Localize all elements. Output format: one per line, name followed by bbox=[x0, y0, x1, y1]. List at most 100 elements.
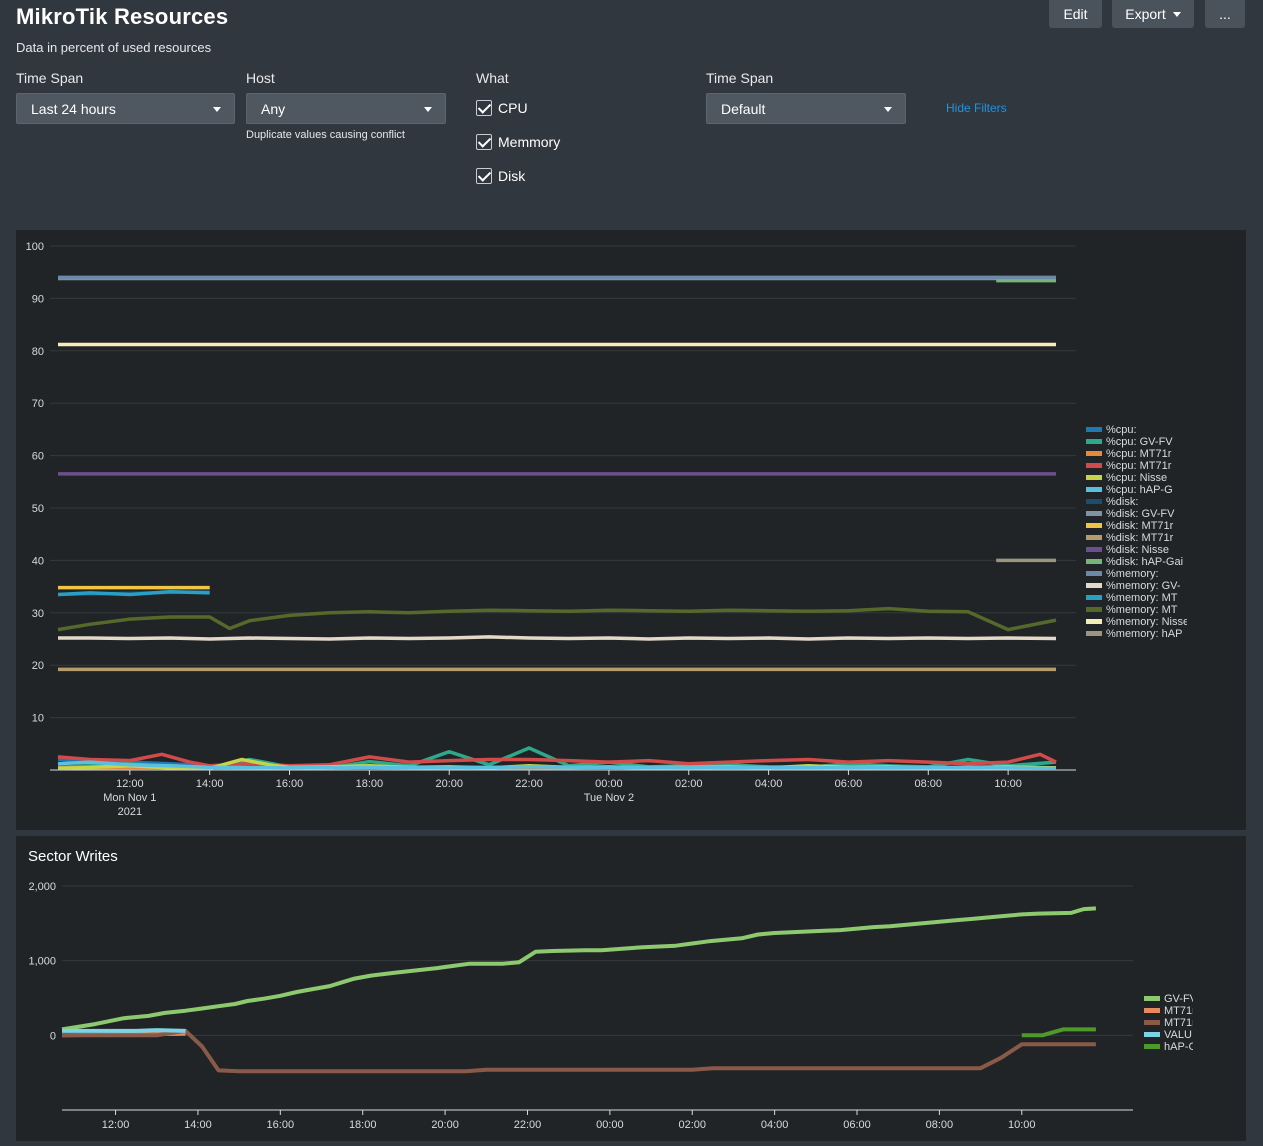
x-tick-label: 02:00 bbox=[675, 778, 703, 790]
edit-button[interactable]: Edit bbox=[1049, 0, 1102, 28]
legend-swatch bbox=[1144, 1032, 1160, 1037]
host-dropdown[interactable]: Any bbox=[246, 93, 446, 124]
caret-down-icon bbox=[884, 107, 892, 112]
legend-entry: %disk: GV-FV bbox=[1106, 508, 1175, 520]
x-tick-label: 12:00 bbox=[116, 778, 144, 790]
legend-entry: %cpu: GV-FV bbox=[1106, 436, 1173, 448]
x-tick-label: 06:00 bbox=[835, 778, 863, 790]
legend-entry: %disk: MT71r bbox=[1106, 532, 1174, 544]
legend-swatch bbox=[1144, 1008, 1160, 1013]
checkbox-checked-icon[interactable] bbox=[476, 100, 492, 116]
series-line bbox=[57, 752, 1057, 768]
x-tick-label: 04:00 bbox=[755, 778, 783, 790]
x-tick-label: 12:00 bbox=[102, 1119, 130, 1131]
export-button-label: Export bbox=[1125, 6, 1166, 22]
legend-entry: MT71r bbox=[1164, 1005, 1196, 1017]
sector-writes-panel: Sector Writes 0 1,000 2,000 12:00 14:00 16:00… bbox=[16, 836, 1246, 1141]
legend-entry: %cpu: MT71r bbox=[1106, 460, 1172, 472]
legend-swatch bbox=[1086, 595, 1102, 600]
sector-writes-title: Sector Writes bbox=[28, 848, 118, 865]
series-line bbox=[62, 1028, 186, 1033]
checkbox-memmory[interactable]: Memmory bbox=[476, 134, 560, 150]
legend-swatch bbox=[1086, 511, 1102, 516]
page-subtitle: Data in percent of used resources bbox=[16, 40, 212, 55]
x-tick-label: 10:00 bbox=[1008, 1119, 1036, 1131]
more-options-button[interactable]: ... bbox=[1205, 0, 1245, 28]
x-tick-label: 22:00 bbox=[514, 1119, 542, 1131]
legend-entry: %memory: hAP bbox=[1106, 628, 1182, 640]
legend-entry: VALU bbox=[1164, 1029, 1192, 1041]
series-line bbox=[1021, 1027, 1096, 1038]
series-line bbox=[62, 1028, 1096, 1074]
legend-swatch bbox=[1086, 607, 1102, 612]
export-button[interactable]: Export bbox=[1112, 0, 1194, 28]
legend-entry: MT71r bbox=[1164, 1017, 1196, 1029]
caret-down-icon bbox=[213, 107, 221, 112]
legend-swatch bbox=[1086, 547, 1102, 552]
x-tick-label: 08:00 bbox=[915, 778, 943, 790]
legend-swatch bbox=[1086, 499, 1102, 504]
x-tick-label: 16:00 bbox=[276, 778, 304, 790]
more-options-label: ... bbox=[1219, 6, 1231, 22]
x-tick-label: 00:00 bbox=[595, 778, 623, 790]
checkbox-checked-icon[interactable] bbox=[476, 168, 492, 184]
legend-entry: %disk: MT71r bbox=[1106, 520, 1174, 532]
legend-entry: %disk: hAP-Gai bbox=[1106, 556, 1183, 568]
x-tick-label: 06:00 bbox=[843, 1119, 871, 1131]
legend-swatch bbox=[1086, 571, 1102, 576]
caret-down-icon bbox=[424, 107, 432, 112]
x-tick-label: 16:00 bbox=[267, 1119, 295, 1131]
time-span-2-dropdown[interactable]: Default bbox=[706, 93, 906, 124]
legend-entry: GV-FV bbox=[1164, 993, 1198, 1005]
x-tick-label: 18:00 bbox=[349, 1119, 377, 1131]
legend-swatch bbox=[1144, 1020, 1160, 1025]
x-tick-label: 20:00 bbox=[431, 1119, 459, 1131]
y-tick-label: 70 bbox=[32, 398, 44, 410]
time-span-dropdown[interactable]: Last 24 hours bbox=[16, 93, 235, 124]
y-tick-label: 80 bbox=[32, 346, 44, 358]
legend-entry: hAP-G bbox=[1164, 1041, 1197, 1053]
checkbox-checked-icon[interactable] bbox=[476, 134, 492, 150]
legend-entry: %memory: MT bbox=[1106, 592, 1178, 604]
legend-swatch bbox=[1086, 427, 1102, 432]
legend-swatch bbox=[1086, 583, 1102, 588]
x-tick-sublabel: Mon Nov 1 bbox=[103, 792, 156, 804]
legend-swatch bbox=[1086, 523, 1102, 528]
y-tick-label: 60 bbox=[32, 451, 44, 463]
y-tick-label: 50 bbox=[32, 503, 44, 515]
checkbox-disk[interactable]: Disk bbox=[476, 168, 525, 184]
legend-swatch bbox=[1144, 996, 1160, 1001]
hide-filters-link[interactable]: Hide Filters bbox=[946, 101, 1007, 115]
edit-button-label: Edit bbox=[1063, 6, 1088, 22]
y-tick-label: 40 bbox=[32, 555, 44, 567]
legend-entry: %memory: MT bbox=[1106, 604, 1178, 616]
time-span-2-label: Time Span bbox=[706, 70, 774, 86]
y-tick-label: 90 bbox=[32, 293, 44, 305]
legend-swatch bbox=[1086, 463, 1102, 468]
y-tick-label: 10 bbox=[32, 713, 44, 725]
x-tick-label: 00:00 bbox=[596, 1119, 624, 1131]
y-tick-label: 30 bbox=[32, 608, 44, 620]
caret-down-icon bbox=[1172, 11, 1181, 17]
legend-entry: %cpu: MT71r bbox=[1106, 448, 1172, 460]
legend-swatch bbox=[1086, 631, 1102, 636]
series-line bbox=[58, 635, 1057, 641]
what-label: What bbox=[476, 70, 509, 86]
legend-entry: %cpu: bbox=[1106, 424, 1137, 436]
checkbox-cpu[interactable]: CPU bbox=[476, 100, 528, 116]
series-line bbox=[57, 590, 210, 597]
y-tick-label: 0 bbox=[50, 1030, 56, 1042]
legend: %cpu:%cpu: GV-FV%cpu: MT71r%cpu: MT71r%c… bbox=[1086, 424, 1189, 640]
x-tick-label: 22:00 bbox=[515, 778, 543, 790]
x-tick-label: 08:00 bbox=[926, 1119, 954, 1131]
resources-chart-panel: 10 20 30 40 50 60 70 80 90 100 12:00 Mon Nov 1 2021 1… bbox=[16, 230, 1246, 830]
legend-swatch bbox=[1086, 535, 1102, 540]
series-line bbox=[57, 606, 1057, 632]
time-span-label: Time Span bbox=[16, 70, 84, 86]
checkbox-disk-label: Disk bbox=[498, 168, 526, 184]
legend-entry: %memory: Nisse bbox=[1106, 616, 1189, 628]
legend-swatch bbox=[1086, 475, 1102, 480]
legend-entry: %memory: bbox=[1106, 568, 1159, 580]
legend-swatch bbox=[1144, 1044, 1160, 1049]
